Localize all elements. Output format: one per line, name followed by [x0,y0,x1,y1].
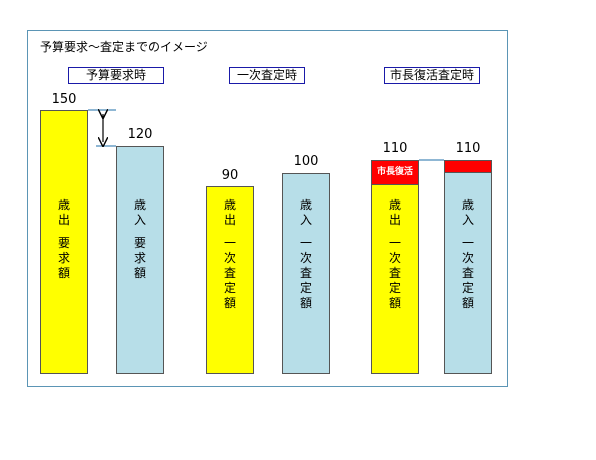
phase-label-first-review: 一次査定時 [229,67,305,84]
bar-label-top-revenue-first-review: 歳入 [299,198,312,227]
bar-label-bottom-revenue-first-review: 一次査定額 [299,236,312,310]
bar-label-top-expenditure-first-review: 歳出 [223,198,236,227]
bar-value-revenue-mayor-review: 110 [455,141,481,156]
bar-value-revenue-first-review: 100 [293,154,319,169]
bar-label-top-revenue-mayor-review: 歳入 [461,198,474,227]
bar-value-expenditure-mayor-review: 110 [382,141,408,156]
bar-label-top-expenditure-mayor-review: 歳出 [388,198,401,227]
bar-label-top-revenue-request: 歳入 [133,198,146,227]
bar-value-expenditure-request: 150 [51,92,77,107]
bar-value-expenditure-first-review: 90 [221,168,239,183]
bar-label-bottom-expenditure-first-review: 一次査定額 [223,236,236,310]
bar-expenditure-first-review [206,186,254,374]
phase-label-mayor-review: 市長復活査定時 [384,67,480,84]
bar-label-bottom-expenditure-mayor-review: 一次査定額 [388,236,401,310]
bar-cap-mayor-restoration: 市長復活 [371,160,419,185]
bar-cap-label-mayor-restoration: 市長復活 [376,167,413,177]
bar-expenditure-mayor-review [371,160,419,374]
diagram-title: 予算要求～査定までのイメージ [40,40,208,54]
bar-label-bottom-revenue-request: 要求額 [133,236,146,280]
diagram-frame [27,30,508,387]
bar-expenditure-request [40,110,88,374]
bar-label-bottom-revenue-mayor-review: 一次査定額 [461,236,474,310]
bar-revenue-mayor-review [444,160,492,374]
bar-revenue-first-review [282,173,330,374]
bar-value-revenue-request: 120 [127,127,153,142]
bar-label-bottom-expenditure-request: 要求額 [57,236,70,280]
phase-label-request: 予算要求時 [68,67,164,84]
bar-label-top-expenditure-request: 歳出 [57,198,70,227]
bar-revenue-request [116,146,164,374]
bar-cap-revenue-restoration [444,160,492,173]
